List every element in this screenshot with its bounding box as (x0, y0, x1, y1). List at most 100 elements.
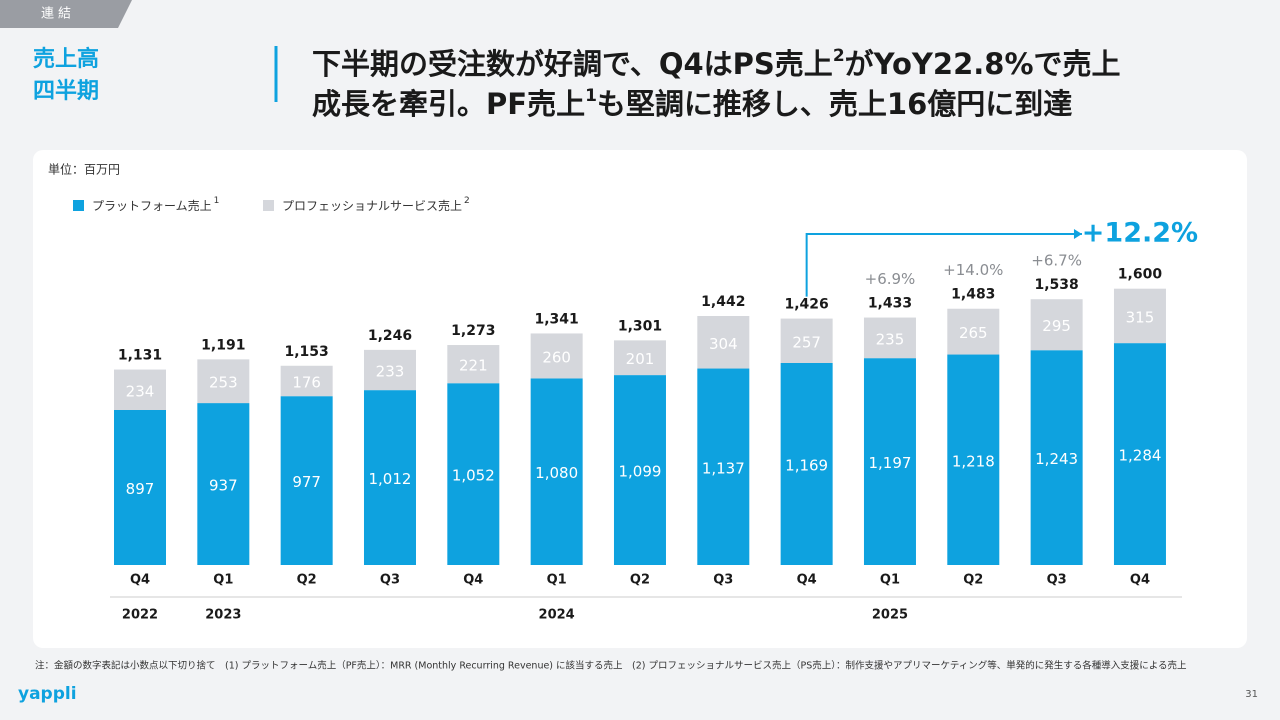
title-part: がYoY22.8%で売上 (845, 47, 1121, 81)
bar-segment (780, 362, 833, 565)
x-tick-label: Q3 (713, 573, 733, 588)
bar-value-label: 233 (376, 362, 405, 380)
bar-segment (1030, 350, 1083, 565)
title-part: 下半期の受注数が好調で、Q4はPS売上 (312, 47, 833, 81)
bar-segment (530, 378, 583, 565)
bar-value-label: 1,052 (452, 467, 495, 485)
total-label: 1,131 (118, 348, 162, 364)
total-label: 1,442 (701, 294, 745, 310)
bar-value-label: 315 (1126, 308, 1155, 326)
page-number: 31 (1245, 689, 1258, 700)
bar-value-label: 1,169 (785, 456, 828, 474)
bar-value-label: 1,137 (702, 459, 745, 477)
bar-value-label: 897 (126, 480, 155, 498)
year-label: 2025 (872, 608, 908, 623)
section: 四半期 (33, 79, 99, 104)
bar-segment (697, 368, 750, 565)
bar-value-label: 265 (959, 324, 988, 342)
bar-value-label: 257 (792, 333, 821, 351)
yoy-label: +6.9% (865, 270, 916, 288)
bar-segment (613, 375, 666, 565)
total-label: 1,483 (951, 287, 995, 303)
bar-segment (947, 308, 1000, 355)
bar-value-label: 1,218 (952, 452, 995, 470)
bar-segment (114, 409, 166, 565)
title: 成長を牽引。PF売上1も堅調に推移し、売上16億円に到達 (312, 86, 1072, 121)
x-tick-label: Q4 (130, 573, 150, 588)
year-label: 2022 (122, 608, 158, 623)
bar-value-label: 201 (626, 350, 655, 368)
legend-swatch (73, 200, 84, 211)
bar-segment (363, 349, 416, 391)
bar-segment (197, 403, 250, 565)
total-label: 1,538 (1034, 277, 1078, 293)
bar-value-label: 253 (209, 374, 238, 392)
bar-value-label: 937 (209, 477, 238, 495)
legend-ref: 1 (214, 196, 220, 206)
title-part: も堅調に推移し、売上16億円に到達 (597, 87, 1072, 121)
bar-value-label: 260 (542, 348, 571, 366)
yoy-label-main: +12.2% (1082, 218, 1198, 249)
title-sup: 1 (585, 86, 597, 106)
badge (0, 0, 132, 28)
chart: プラットフォーム売上 1 プロフェッショナルサービス売上 2 897 234 1,131 Q4… (73, 196, 1198, 623)
total-label: 1,426 (784, 297, 828, 313)
x-tick-label: Q2 (297, 573, 317, 588)
unit: 単位：百万円 (48, 162, 120, 177)
year-label: 2024 (539, 608, 575, 623)
total-label: 1,341 (535, 311, 579, 327)
title-sup: 2 (833, 46, 845, 66)
x-tick-label: Q3 (1047, 573, 1067, 588)
x-tick-label: Q3 (380, 573, 400, 588)
bar-segment (1030, 299, 1083, 351)
x-tick-label: Q1 (547, 573, 567, 588)
bar-segment (863, 358, 916, 565)
yoy-label: +14.0% (943, 261, 1003, 279)
legend-name: プロフェッショナルサービス売上 (282, 198, 462, 213)
section: 売上高 (33, 46, 99, 72)
total-label: 1,301 (618, 318, 662, 334)
x-tick-label: Q4 (463, 573, 483, 588)
bar-value-label: 977 (292, 473, 321, 491)
bar-value-label: 235 (876, 330, 905, 348)
x-tick-label: Q1 (213, 573, 233, 588)
bar-value-label: 1,197 (868, 454, 911, 472)
bar-segment (447, 345, 500, 384)
yoy-arrow (805, 233, 1082, 297)
x-tick-label: Q4 (797, 573, 817, 588)
bar-value-label: 1,243 (1035, 450, 1078, 468)
bar-value-label: 304 (709, 335, 738, 353)
bar-segment (280, 365, 333, 397)
footnote: 注：金額の数字表記は小数点以下切り捨て (1) プラットフォーム売上（PF売上）… (35, 660, 1187, 672)
total-label: 1,153 (285, 344, 329, 360)
title: 下半期の受注数が好調で、Q4はPS売上2がYoY22.8%で売上 (312, 46, 1121, 81)
total-label: 1,433 (868, 296, 912, 312)
bar-segment (530, 333, 583, 379)
yoy-label: +6.7% (1031, 252, 1082, 270)
bar-value-label: 295 (1042, 317, 1071, 335)
bar-value-label: 1,284 (1118, 447, 1161, 465)
year-label: 2023 (205, 608, 241, 623)
bar-value-label: 1,012 (369, 470, 412, 488)
logo: yappli (18, 684, 77, 704)
bar-segment (447, 383, 500, 565)
yoy-arrow-head (1073, 229, 1082, 239)
legend-label: プラットフォーム売上 1 (92, 196, 219, 213)
total-label: 1,600 (1118, 267, 1163, 283)
bar-segment (280, 396, 333, 565)
bar-value-label: 1,099 (619, 463, 662, 481)
bar-segment (613, 340, 666, 376)
bar-segment (780, 318, 833, 363)
badge-text: 連結 (41, 7, 75, 22)
bar-segment (1113, 343, 1166, 565)
title-part: 成長を牽引。PF売上 (312, 87, 585, 121)
legend-swatch (263, 200, 274, 211)
bar-segment (947, 354, 1000, 565)
bar-value-label: 176 (292, 373, 321, 391)
x-tick-label: Q1 (880, 573, 900, 588)
bar-value-label: 1,080 (535, 464, 578, 482)
x-tick-label: Q2 (963, 573, 983, 588)
legend-ref: 2 (464, 196, 470, 206)
